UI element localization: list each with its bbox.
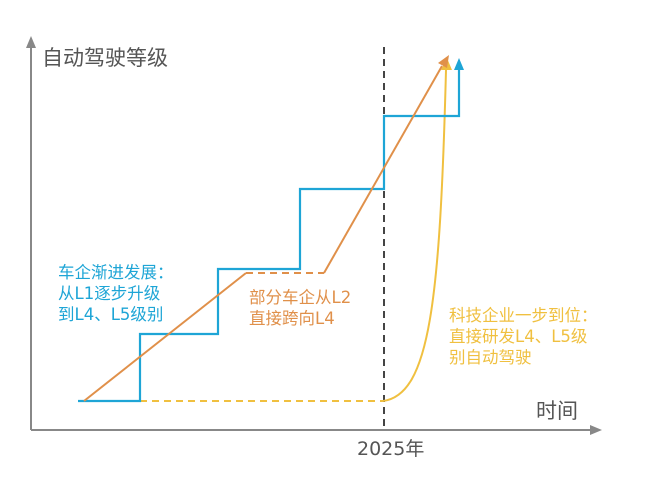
partial-car-makers-rise-2 [323,65,443,274]
car-makers-arrow [454,58,464,70]
y-axis-title: 自动驾驶等级 [42,46,168,70]
tech-companies-curve [382,69,447,402]
x-axis-title: 时间 [536,399,578,423]
y-axis-arrow [26,36,36,48]
car-makers-annotation-line: 车企渐进发展： [58,263,174,282]
partial-car-makers-rise-1 [83,272,247,402]
partial-car-makers-arrow [438,55,449,68]
partial-car-makers-annotation-line: 直接跨向L4 [249,309,335,329]
tech-companies-annotation: 科技企业一步到位： 直接研发L4、L5级 别自动驾驶 [449,305,598,368]
car-makers-annotation-line: 从L1逐步升级 [58,284,161,304]
car-makers-annotation: 车企渐进发展： 从L1逐步升级 到L4、L5级别 [58,262,174,325]
partial-car-makers-annotation-line: 部分车企从L2 [249,288,352,307]
car-makers-annotation-line: 到L4、L5级别 [58,305,164,325]
car-makers-steps [78,70,461,403]
tech-companies-annotation-line: 别自动驾驶 [449,348,532,368]
x-axis-arrow [590,425,602,435]
year-2025-label: 2025年 [357,438,425,460]
tech-companies-annotation-line: 科技企业一步到位： [449,306,598,325]
tech-companies-annotation-line: 直接研发L4、L5级 [449,327,588,347]
partial-car-makers-annotation: 部分车企从L2 直接跨向L4 [249,287,351,329]
